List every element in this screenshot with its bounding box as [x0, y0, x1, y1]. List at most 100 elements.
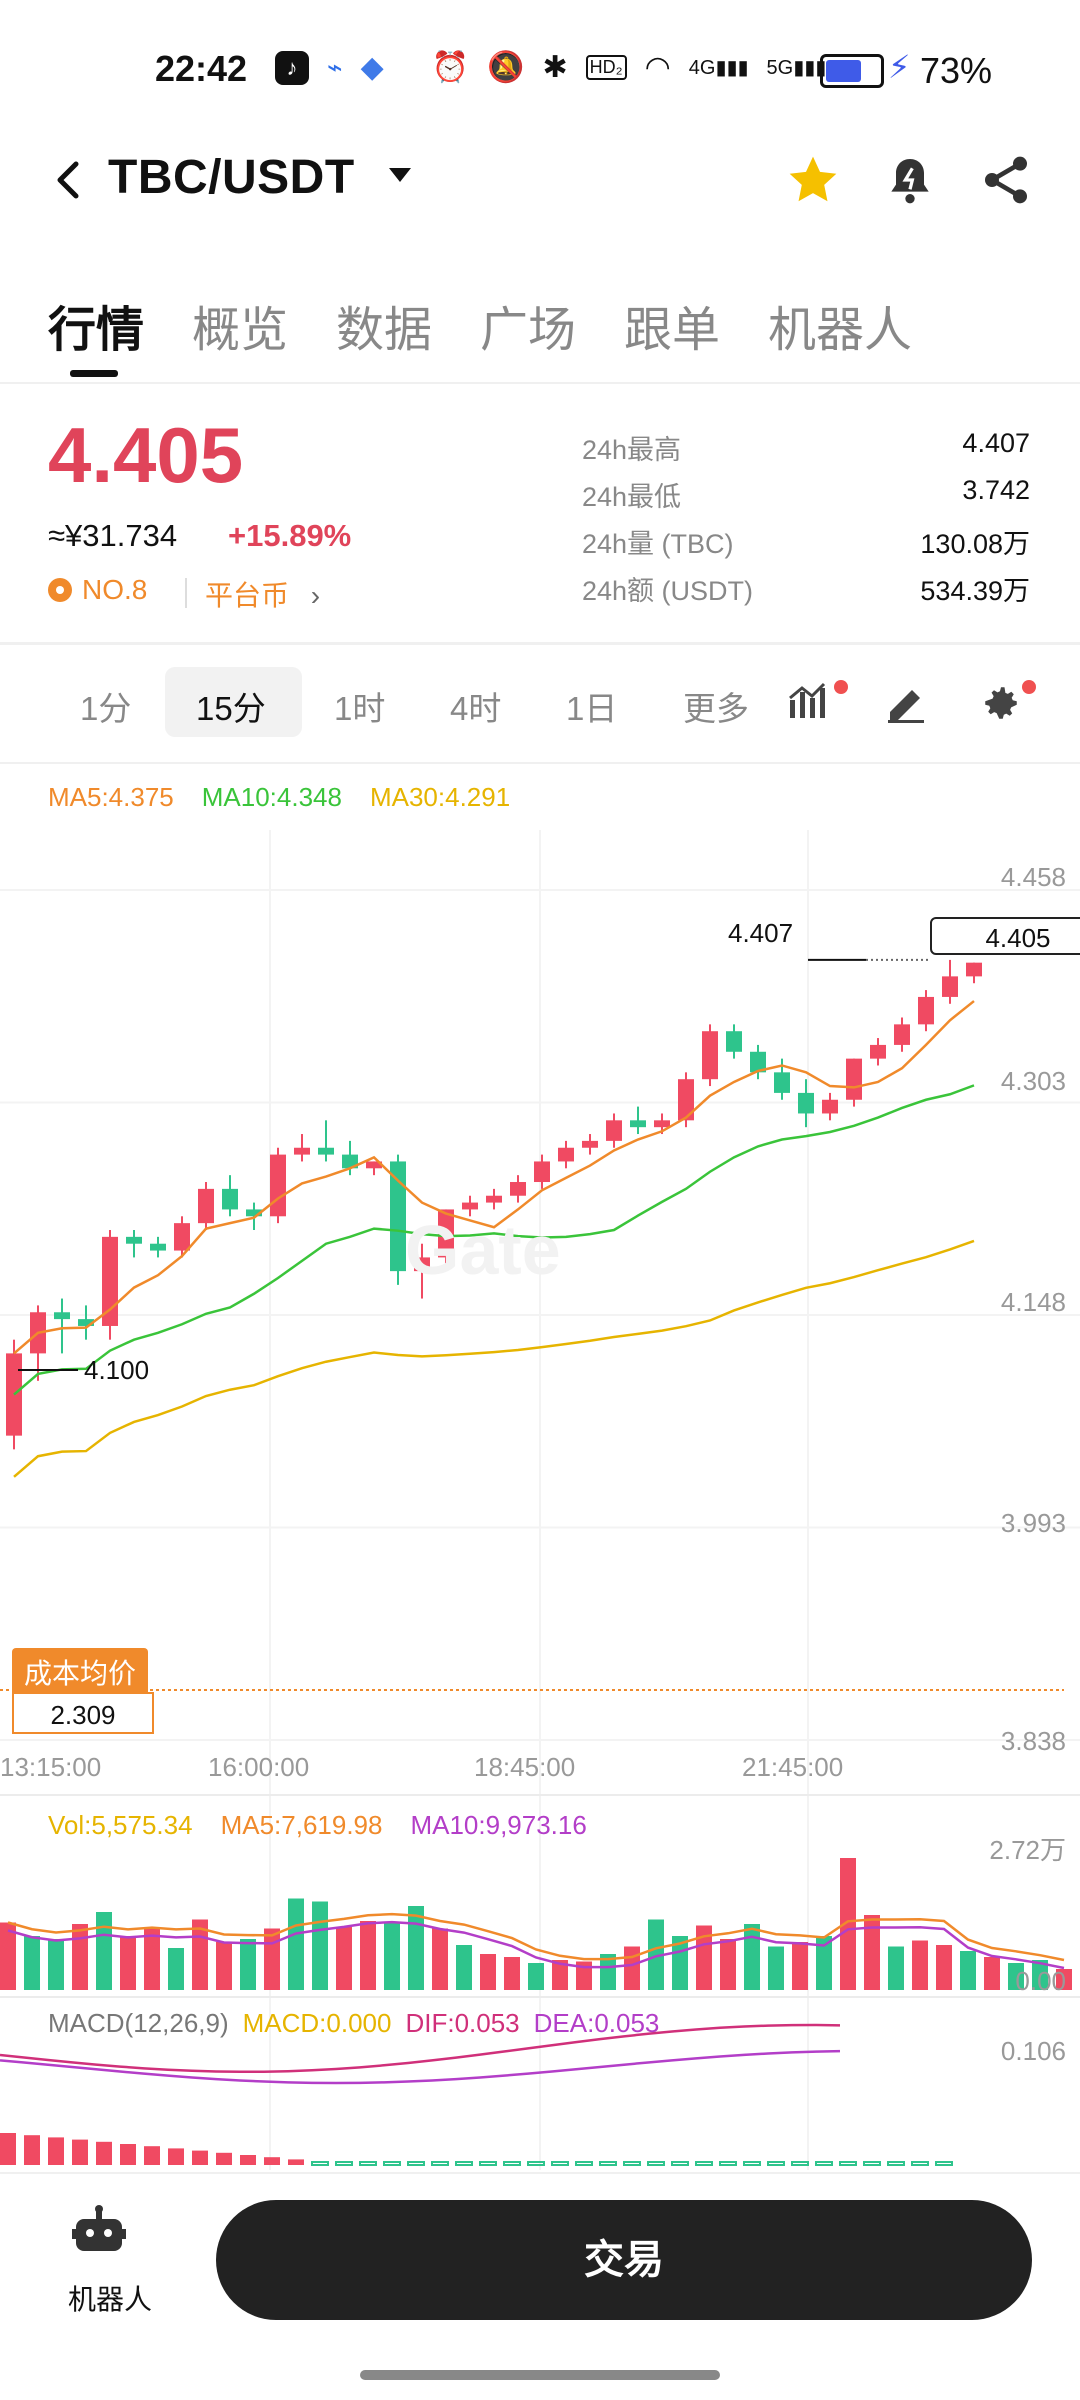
- candle: [798, 1092, 814, 1114]
- macd-bar: [911, 2161, 929, 2166]
- kline-chart[interactable]: [0, 830, 1080, 2170]
- interval-4h[interactable]: 4时: [450, 690, 502, 727]
- ma5-line: [13, 1000, 975, 1355]
- ma10-line: [13, 1084, 975, 1396]
- tab-copy-trade[interactable]: 跟单: [624, 304, 721, 357]
- candle: [126, 1236, 142, 1244]
- tab-market[interactable]: 行情: [48, 304, 145, 357]
- divider: [0, 642, 1080, 645]
- tiktok-icon: ♪: [275, 50, 309, 85]
- interval-more[interactable]: 更多: [683, 690, 749, 727]
- chevron-down-icon[interactable]: [385, 160, 415, 197]
- interval-1d[interactable]: 1日: [566, 690, 618, 727]
- volume-bar: [480, 1954, 496, 1990]
- dea-value: DEA:0.053: [533, 2008, 660, 2038]
- macd-bar: [599, 2161, 617, 2166]
- volume-bar: [360, 1921, 376, 1990]
- macd-bar: [695, 2161, 713, 2166]
- battery-percent: 73%: [920, 50, 993, 91]
- back-icon[interactable]: [48, 150, 88, 210]
- tab-bot[interactable]: 机器人: [768, 304, 913, 357]
- stat-label: 24h最高: [582, 435, 682, 465]
- volume-bar: [48, 1939, 64, 1990]
- ma5-label: MA5:4.375: [48, 782, 174, 812]
- volume-bar: [96, 1912, 112, 1990]
- hd-icon: HD₂: [585, 55, 627, 80]
- macd-bar: [311, 2161, 329, 2166]
- macd-bar: [431, 2161, 449, 2166]
- candle: [726, 1031, 742, 1052]
- share-icon[interactable]: [978, 152, 1034, 213]
- indicator-icon[interactable]: [788, 682, 832, 727]
- notification-dot: [1022, 680, 1036, 694]
- candle: [750, 1051, 766, 1073]
- candle: [822, 1099, 838, 1114]
- macd-bar: [935, 2161, 953, 2166]
- interval-15m[interactable]: 15分: [196, 690, 266, 727]
- vol-ma10-label: MA10:9,973.16: [410, 1810, 587, 1840]
- volume-bar: [1032, 1960, 1048, 1990]
- volume-bar: [528, 1963, 544, 1990]
- volume-bar: [744, 1924, 760, 1990]
- macd-bar: [863, 2161, 881, 2166]
- volume-bar: [864, 1915, 880, 1990]
- interval-1m[interactable]: 1分: [80, 690, 132, 727]
- macd-bar: [288, 2159, 304, 2165]
- volume-bar: [312, 1901, 328, 1990]
- macd-bar: [144, 2146, 160, 2165]
- macd-bar: [264, 2157, 280, 2165]
- candle: [102, 1236, 118, 1326]
- macd-bar: [455, 2161, 473, 2166]
- macd-bar: [216, 2152, 232, 2165]
- low-price-label: 4.100: [84, 1355, 150, 1385]
- trade-button[interactable]: 交易: [216, 2200, 1032, 2320]
- robot-icon[interactable]: [72, 2205, 126, 2255]
- candle: [78, 1319, 94, 1326]
- cost-avg-label: 成本均价: [12, 1648, 149, 1696]
- volume-bar: [768, 1946, 784, 1990]
- robot-label[interactable]: 机器人: [68, 2284, 153, 2315]
- star-icon[interactable]: [785, 152, 841, 213]
- y-axis-tick: 4.458: [1000, 862, 1066, 892]
- notification-dot: [834, 680, 848, 694]
- stat-label: 24h额 (USDT): [582, 576, 754, 606]
- category-link[interactable]: 平台币 ›: [205, 580, 321, 611]
- tab-overview[interactable]: 概览: [192, 304, 289, 357]
- volume-bar: [1056, 1969, 1072, 1990]
- volume-bar: [408, 1906, 424, 1990]
- high-price-label: 4.407: [728, 918, 794, 948]
- chevron-right-icon: ›: [310, 580, 321, 611]
- draw-tool-icon[interactable]: [884, 682, 928, 729]
- tab-data[interactable]: 数据: [336, 304, 433, 357]
- volume-tick: 2.72万: [989, 1835, 1066, 1865]
- pair-title[interactable]: TBC/USDT: [108, 151, 355, 204]
- ma-legend: MA5:4.375 MA10:4.348 MA30:4.291: [48, 782, 510, 813]
- candle: [414, 1257, 430, 1272]
- macd-bar: [192, 2150, 208, 2165]
- y-axis-tick: 4.148: [1000, 1287, 1066, 1317]
- candle: [510, 1182, 526, 1196]
- macd-value: MACD:0.000: [242, 2008, 392, 2038]
- divider: [0, 2172, 1080, 2174]
- app-icon: ⌁: [327, 52, 343, 82]
- volume-bar: [552, 1960, 568, 1990]
- macd-bar: [839, 2161, 857, 2166]
- dea-line: [0, 2049, 841, 2085]
- dif-value: DIF:0.053: [405, 2008, 520, 2038]
- volume-bar: [696, 1925, 712, 1990]
- tab-square[interactable]: 广场: [480, 304, 577, 357]
- settings-icon[interactable]: [980, 682, 1022, 729]
- interval-1h[interactable]: 1时: [334, 690, 386, 727]
- volume-ma10-line: [7, 1920, 1065, 1970]
- macd-bar: [743, 2161, 761, 2166]
- cost-avg-value: 2.309: [12, 1692, 154, 1734]
- stat-value: 3.742: [962, 475, 1030, 505]
- candle: [678, 1079, 694, 1121]
- price-alert-icon[interactable]: [882, 152, 938, 213]
- divider: [0, 762, 1080, 764]
- volume-bar: [648, 1919, 664, 1990]
- candle: [774, 1072, 790, 1093]
- volume-tick: 0.00: [1015, 1966, 1066, 1996]
- stat-label: 24h量 (TBC): [582, 529, 734, 559]
- candle: [630, 1120, 646, 1128]
